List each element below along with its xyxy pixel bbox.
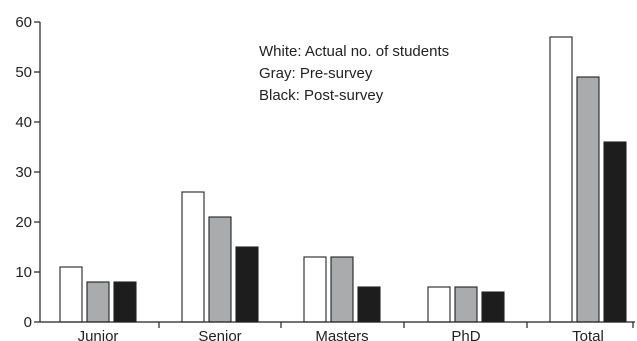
x-tick-label-masters: Masters — [315, 328, 368, 341]
bar-masters-pre-survey — [330, 256, 354, 323]
x-tick-label-senior: Senior — [198, 328, 241, 341]
bar-total-pre-survey — [576, 76, 600, 323]
y-tick-label-20: 20 — [15, 214, 32, 231]
axes-group: 0 10 20 30 40 50 60 Junior Senior Masters PhD Total — [15, 14, 635, 341]
bar-senior-post-survey — [235, 246, 259, 323]
bar-senior-actual — [181, 191, 205, 323]
bar-junior-pre-survey — [86, 281, 110, 323]
legend-entry-actual: White: Actual no. of students — [259, 43, 449, 60]
y-tick-label-10: 10 — [15, 264, 32, 281]
legend-entry-pre-survey: Gray: Pre-survey — [259, 65, 373, 82]
y-tick-label-40: 40 — [15, 114, 32, 131]
bar-total-actual — [549, 36, 573, 323]
bar-phd-pre-survey — [454, 286, 478, 323]
bar-total-post-survey — [603, 141, 627, 323]
bar-junior-actual — [59, 266, 83, 323]
bar-masters-post-survey — [357, 286, 381, 323]
y-tick-label-50: 50 — [15, 64, 32, 81]
y-tick-label-0: 0 — [24, 314, 32, 331]
x-tick-label-junior: Junior — [78, 328, 119, 341]
legend-entry-post-survey: Black: Post-survey — [259, 87, 384, 104]
bar-phd-post-survey — [481, 291, 505, 323]
x-tick-label-total: Total — [572, 328, 604, 341]
y-tick-label-60: 60 — [15, 14, 32, 31]
bar-junior-post-survey — [113, 281, 137, 323]
x-tick-label-phd: PhD — [451, 328, 480, 341]
legend: White: Actual no. of students Gray: Pre-… — [259, 43, 449, 104]
bar-phd-actual — [427, 286, 451, 323]
bar-senior-pre-survey — [208, 216, 232, 323]
y-tick-label-30: 30 — [15, 164, 32, 181]
bar-masters-actual — [303, 256, 327, 323]
